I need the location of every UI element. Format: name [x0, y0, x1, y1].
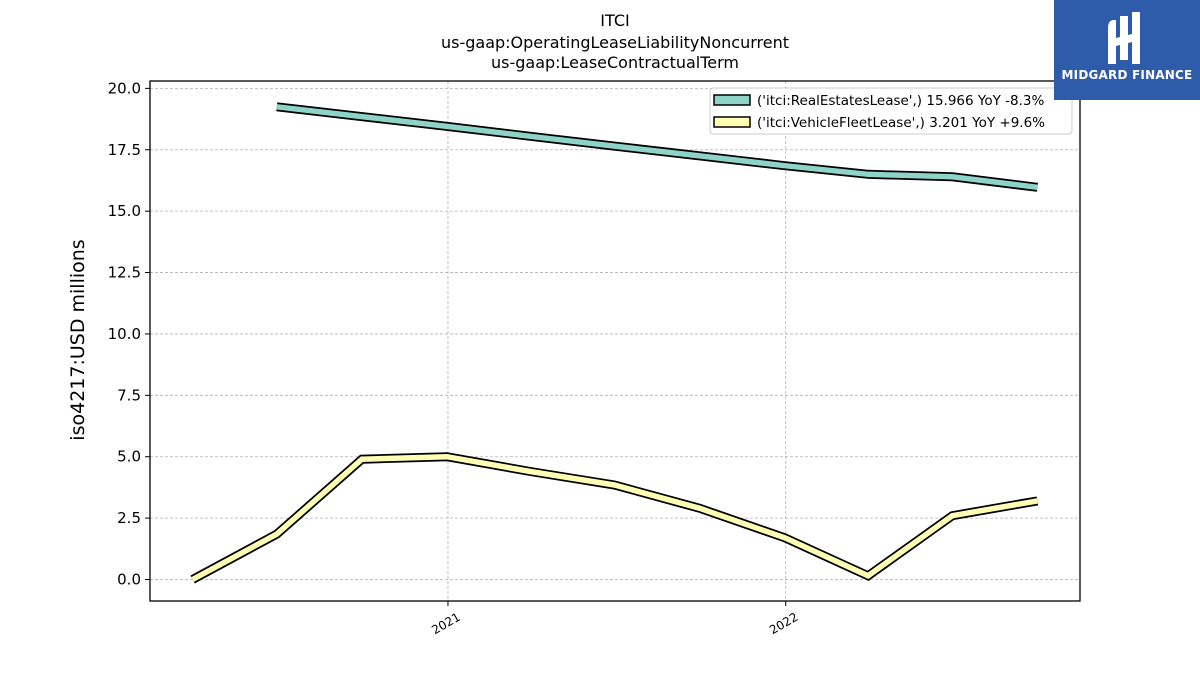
- x-tick-label: 2022: [767, 610, 800, 637]
- series-2-line: [190, 452, 1039, 584]
- y-tick-label: 2.5: [117, 509, 141, 527]
- y-axis-ticks: 0.0 2.5 5.0 7.5 10.0 12.5 15.0 17.5 20.0: [108, 79, 150, 589]
- brand-name: MIDGARD FINANCE: [1061, 68, 1193, 82]
- y-tick-label: 15.0: [108, 202, 141, 220]
- y-tick-label: 0.0: [117, 571, 141, 589]
- chart-title: ITCI us-gaap:OperatingLeaseLiabilityNonc…: [441, 11, 789, 72]
- title-line-1: ITCI: [600, 11, 629, 30]
- axes-frame: [149, 80, 1081, 602]
- legend-label-2: ('itci:VehicleFleetLease',) 3.201 YoY +9…: [757, 115, 1045, 131]
- legend: ('itci:RealEstatesLease',) 15.966 YoY -8…: [709, 87, 1073, 135]
- series-1-stroke: [276, 104, 1038, 191]
- legend-swatch-2: [713, 116, 751, 128]
- legend-swatch-1: [713, 94, 751, 106]
- x-tick-label: 2021: [429, 610, 462, 637]
- legend-label-1: ('itci:RealEstatesLease',) 15.966 YoY -8…: [757, 93, 1044, 109]
- series-2-stroke: [191, 453, 1038, 582]
- title-line-3: us-gaap:LeaseContractualTerm: [491, 53, 739, 72]
- y-tick-label: 5.0: [117, 448, 141, 466]
- midgard-logo-icon: [1108, 12, 1140, 64]
- series-1-line: [276, 102, 1038, 192]
- series-lines: [190, 102, 1039, 584]
- y-tick-label: 12.5: [108, 264, 141, 282]
- y-axis-label: iso4217:USD millions: [67, 239, 89, 440]
- legend-box: [709, 87, 1073, 135]
- title-line-2: us-gaap:OperatingLeaseLiabilityNoncurren…: [441, 33, 789, 52]
- y-tick-label: 17.5: [108, 141, 141, 159]
- brand-logo: MIDGARD FINANCE: [1054, 0, 1200, 100]
- x-axis-ticks: 2021 2022: [429, 601, 800, 637]
- y-tick-label: 10.0: [108, 325, 141, 343]
- y-tick-label: 20.0: [108, 79, 141, 97]
- y-tick-label: 7.5: [117, 386, 141, 404]
